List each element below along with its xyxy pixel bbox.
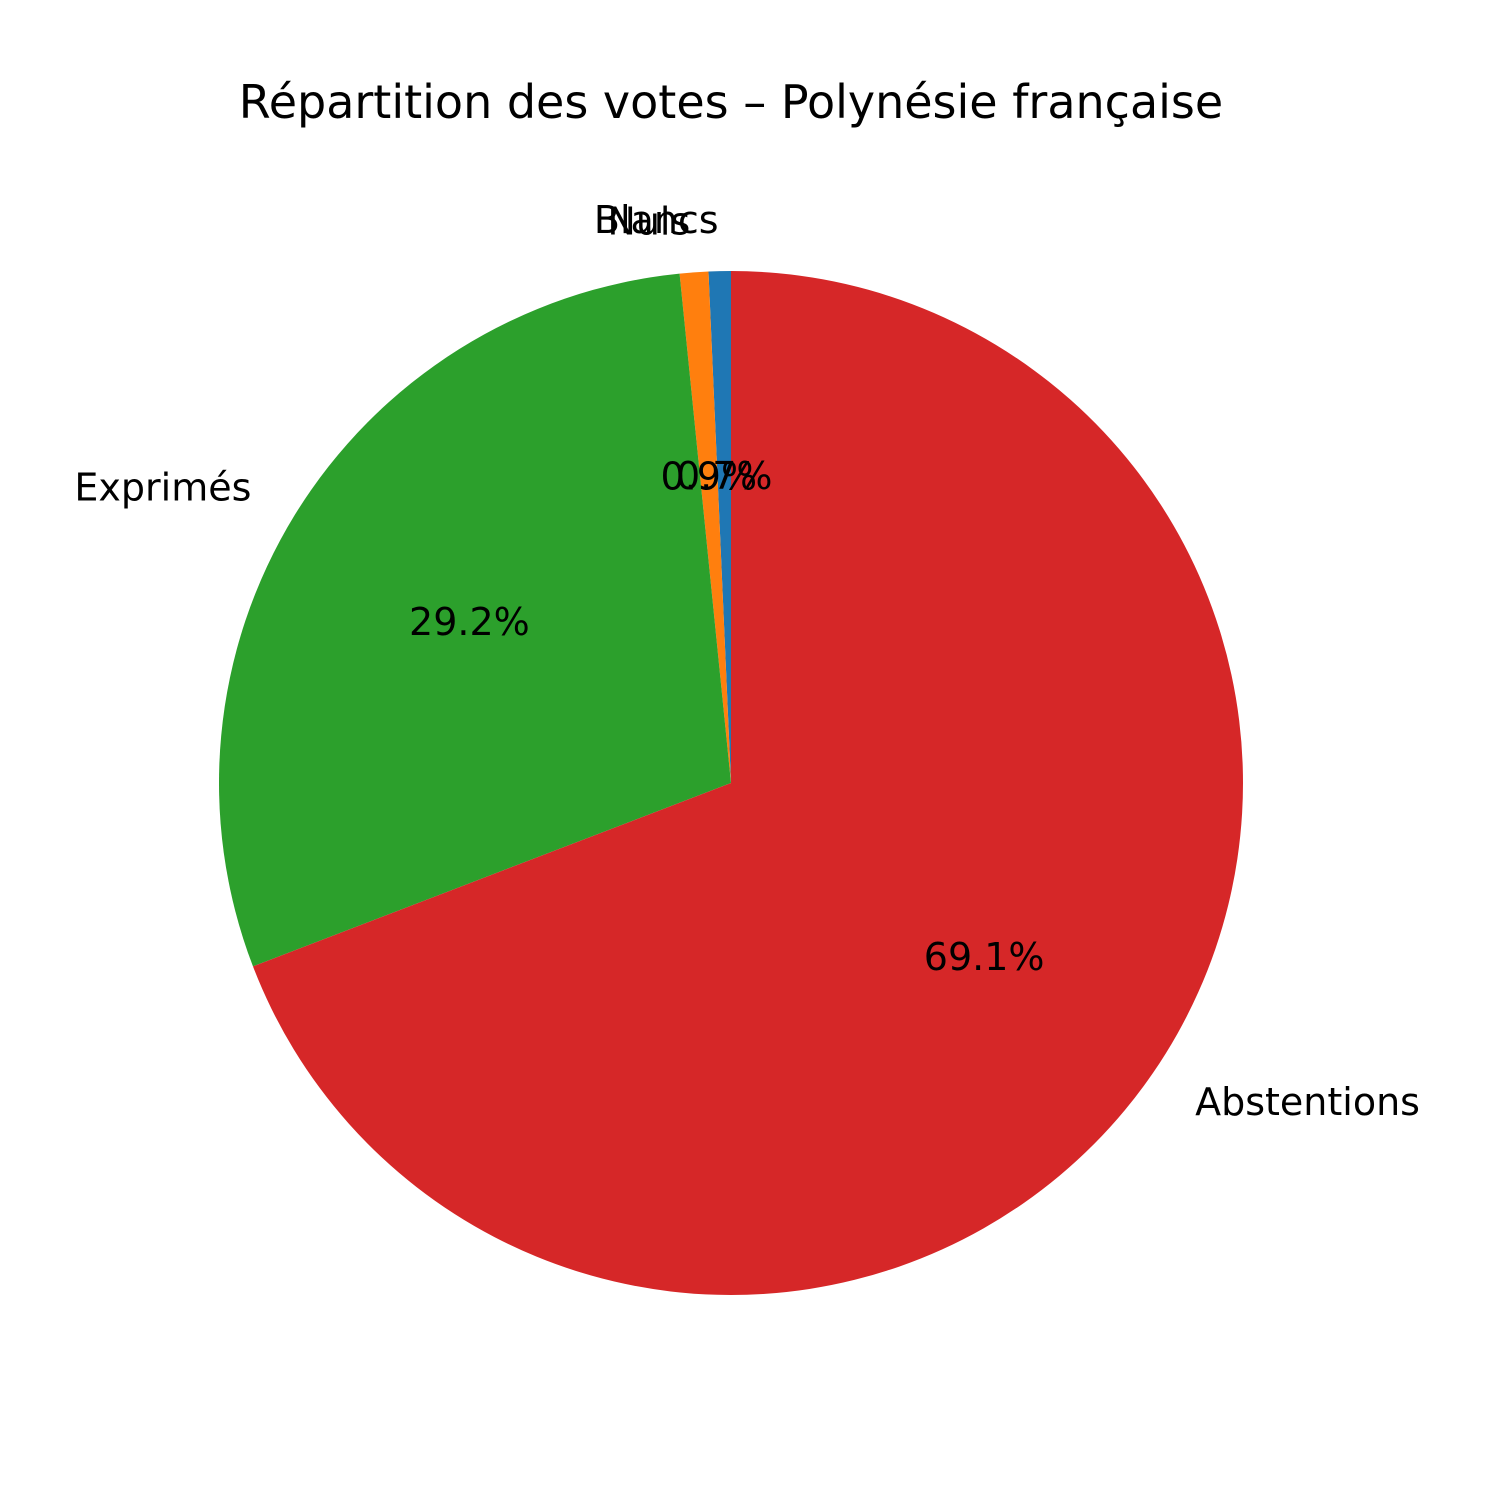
pie-slice-nuls: [679, 271, 731, 783]
pct-label-exprimes: 29.2%: [409, 600, 530, 644]
pie-slice-blancs: [708, 271, 731, 783]
pct-label-blancs: 0.7%: [676, 454, 773, 498]
slice-label-blancs: Blancs: [594, 198, 719, 242]
slice-label-exprimes: Exprimés: [74, 466, 251, 510]
chart-title: Répartition des votes – Polynésie frança…: [239, 75, 1223, 129]
pie-slices: [218, 271, 1243, 1296]
pct-label-nuls: 0.9%: [661, 455, 758, 499]
pct-label-abstentions: 69.1%: [924, 935, 1045, 979]
slice-label-abstentions: Abstentions: [1195, 1080, 1420, 1124]
slice-label-nuls: Nuls: [607, 199, 690, 243]
pie-slice-exprimes: [218, 273, 731, 967]
pie-slice-abstentions: [252, 271, 1243, 1296]
pie-labels: Blancs 0.7% Nuls 0.9% Exprimés 29.2% Abstentio…: [74, 198, 1420, 1124]
